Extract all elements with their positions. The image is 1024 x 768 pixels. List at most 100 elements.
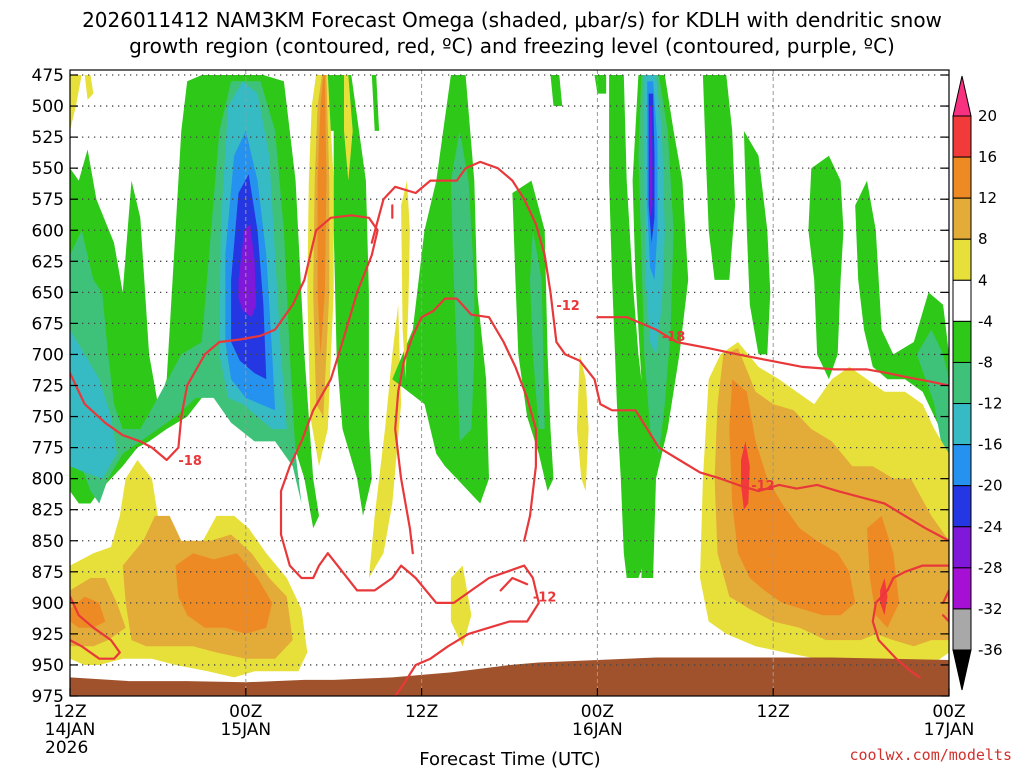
omega-region-31 — [916, 329, 949, 454]
omega-region-17 — [576, 354, 589, 492]
contour-line-3 — [394, 297, 538, 555]
chart-title-line2: growth region (contoured, red, ºC) and f… — [129, 34, 895, 58]
contour-line-5 — [499, 576, 529, 592]
contour-label-0: -18 — [178, 454, 202, 469]
colorbar-bin-3 — [952, 238, 972, 281]
colorbar-bin-7 — [952, 403, 972, 446]
colorbar-label-10: -24 — [978, 518, 1003, 536]
y-tick-label-675: 675 — [32, 314, 64, 334]
omega-region-36 — [741, 441, 750, 510]
colorbar-label-3: 8 — [978, 230, 988, 248]
colorbar-label-1: 16 — [978, 148, 997, 166]
ground-terrain — [70, 657, 949, 696]
colorbar-bin-0 — [952, 115, 972, 158]
contour-line-2 — [370, 160, 949, 542]
x-tick-label-5-1: 00Z — [932, 702, 965, 722]
omega-region-29 — [808, 155, 844, 380]
colorbar-bin-11 — [952, 567, 972, 610]
colorbar-label-8: -16 — [978, 436, 1003, 454]
y-axis-ticks: 475 500 525 550 575 600 625 650 675 700 725 750 775 8… — [32, 66, 949, 707]
omega-region-2 — [70, 329, 117, 479]
contour-label-4: -12 — [533, 591, 557, 606]
colorbar-label-2: 12 — [978, 189, 997, 207]
y-tick-label-900: 900 — [32, 594, 64, 614]
contour-labels: -18 -12 -18 -12 -12 — [178, 299, 774, 606]
credit-text: coolwx.com/modelts — [849, 746, 1012, 764]
y-tick-label-775: 775 — [32, 439, 64, 459]
contour-line-8 — [596, 316, 949, 387]
y-tick-label-550: 550 — [32, 159, 64, 179]
y-tick-label-525: 525 — [32, 128, 64, 148]
x-tick-label-3-1: 00Z — [581, 702, 614, 722]
x-tick-label-4-1: 12Z — [757, 702, 790, 722]
x-tick-label-5-2: 17JAN — [924, 720, 975, 740]
x-tick-label-0-2: 14JAN — [45, 720, 96, 740]
colorbar-bin-9 — [952, 485, 972, 528]
omega-region-28 — [743, 130, 771, 355]
colorbar-label-6: -8 — [978, 353, 993, 371]
colorbar-label-0: 20 — [978, 107, 997, 125]
y-tick-label-700: 700 — [32, 345, 64, 365]
omega-region-10 — [333, 75, 372, 516]
y-tick-label-875: 875 — [32, 563, 64, 583]
y-tick-label-500: 500 — [32, 97, 64, 117]
x-tick-label-1-2: 15JAN — [220, 720, 271, 740]
omega-region-20 — [609, 75, 651, 578]
colorbar: 20 16 12 8 4 -4 -8 -12 -16 -20 -24 -28 -32 -36 — [952, 75, 1003, 691]
omega-region-26 — [649, 106, 653, 218]
colorbar-label-12: -32 — [978, 600, 1003, 618]
colorbar-bin-12 — [952, 608, 972, 651]
omega-region-6 — [238, 224, 257, 318]
omega-region-44 — [84, 75, 94, 100]
colorbar-bin-5 — [952, 320, 972, 363]
colorbar-label-13: -36 — [978, 641, 1003, 659]
colorbar-bin-1 — [952, 156, 972, 199]
omega-region-16 — [344, 75, 353, 181]
ground-layer — [70, 657, 949, 696]
colorbar-bottom-triangle — [952, 649, 972, 691]
y-tick-label-600: 600 — [32, 221, 64, 241]
colorbar-label-11: -28 — [978, 559, 1003, 577]
omega-region-41 — [70, 596, 106, 628]
colorbar-bin-2 — [952, 197, 972, 240]
contour-line-1 — [70, 595, 121, 660]
y-tick-label-975: 975 — [32, 687, 64, 707]
y-tick-label-825: 825 — [32, 501, 64, 521]
omega-region-14 — [450, 130, 475, 442]
y-tick-label-650: 650 — [32, 283, 64, 303]
y-tick-label-800: 800 — [32, 470, 64, 490]
colorbar-bin-10 — [952, 526, 972, 569]
y-tick-label-850: 850 — [32, 532, 64, 552]
contour-label-2: -18 — [662, 330, 686, 345]
omega-region-43 — [70, 75, 82, 131]
omega-region-30 — [855, 180, 949, 454]
omega-region-37 — [880, 578, 888, 616]
omega-region-9 — [317, 75, 327, 355]
contour-line-0 — [70, 214, 540, 696]
contour-line-7 — [871, 601, 921, 679]
omega-region-19 — [450, 565, 472, 647]
colorbar-label-4: 4 — [978, 271, 988, 289]
omega-region-15 — [530, 230, 545, 429]
colorbar-label-7: -12 — [978, 395, 1003, 413]
x-axis-label: Forecast Time (UTC) — [419, 749, 600, 768]
colorbar-top-triangle — [952, 75, 972, 117]
omega-region-35 — [867, 515, 900, 628]
contour-label-1: -12 — [556, 299, 580, 314]
y-tick-label-625: 625 — [32, 252, 64, 272]
omega-region-18 — [401, 180, 410, 380]
colorbar-label-9: -20 — [978, 477, 1003, 495]
temperature-contours — [70, 160, 949, 696]
y-tick-label-475: 475 — [32, 66, 64, 86]
colorbar-label-5: -4 — [978, 312, 993, 330]
y-tick-label-725: 725 — [32, 377, 64, 397]
x-tick-label-1-1: 00Z — [229, 702, 262, 722]
grid-lines — [70, 70, 949, 696]
chart-title-line1: 2026011412 NAM3KM Forecast Omega (shaded… — [82, 8, 942, 32]
y-tick-label-925: 925 — [32, 625, 64, 645]
colorbar-bin-8 — [952, 444, 972, 487]
x-tick-label-3-2: 16JAN — [572, 720, 623, 740]
omega-region-42 — [175, 553, 273, 634]
omega-region-34 — [729, 379, 856, 616]
